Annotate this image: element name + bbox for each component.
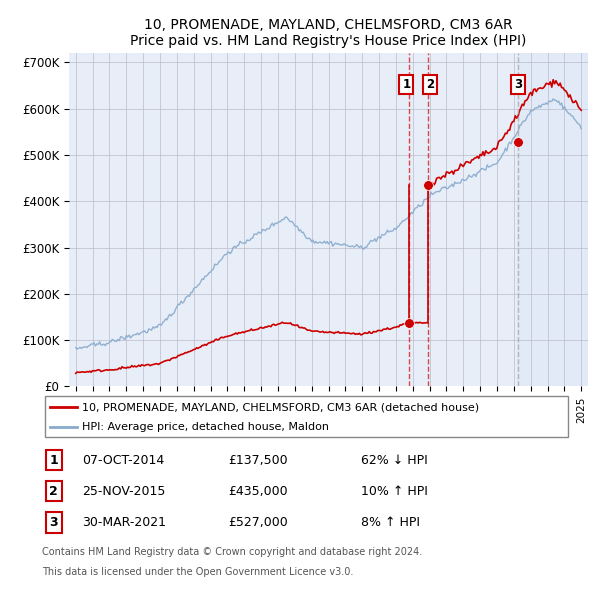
Bar bbox=[517, 53, 588, 386]
Text: 2: 2 bbox=[49, 484, 58, 498]
Text: 07-OCT-2014: 07-OCT-2014 bbox=[82, 454, 164, 467]
Text: This data is licensed under the Open Government Licence v3.0.: This data is licensed under the Open Gov… bbox=[42, 566, 353, 576]
Text: 1: 1 bbox=[49, 454, 58, 467]
Text: 25-NOV-2015: 25-NOV-2015 bbox=[82, 484, 165, 498]
Text: 3: 3 bbox=[49, 516, 58, 529]
Text: 30-MAR-2021: 30-MAR-2021 bbox=[82, 516, 166, 529]
Text: 10, PROMENADE, MAYLAND, CHELMSFORD, CM3 6AR (detached house): 10, PROMENADE, MAYLAND, CHELMSFORD, CM3 … bbox=[82, 402, 479, 412]
Text: Contains HM Land Registry data © Crown copyright and database right 2024.: Contains HM Land Registry data © Crown c… bbox=[42, 547, 422, 557]
Text: HPI: Average price, detached house, Maldon: HPI: Average price, detached house, Mald… bbox=[82, 422, 329, 432]
Text: 1: 1 bbox=[402, 78, 410, 91]
Text: 8% ↑ HPI: 8% ↑ HPI bbox=[361, 516, 419, 529]
Text: £137,500: £137,500 bbox=[228, 454, 287, 467]
Text: 3: 3 bbox=[514, 78, 522, 91]
Text: 10% ↑ HPI: 10% ↑ HPI bbox=[361, 484, 427, 498]
Text: £435,000: £435,000 bbox=[228, 484, 287, 498]
Text: 62% ↓ HPI: 62% ↓ HPI bbox=[361, 454, 427, 467]
Text: 2: 2 bbox=[427, 78, 434, 91]
FancyBboxPatch shape bbox=[44, 396, 568, 437]
Title: 10, PROMENADE, MAYLAND, CHELMSFORD, CM3 6AR
Price paid vs. HM Land Registry's Ho: 10, PROMENADE, MAYLAND, CHELMSFORD, CM3 … bbox=[130, 18, 527, 48]
Text: £527,000: £527,000 bbox=[228, 516, 287, 529]
